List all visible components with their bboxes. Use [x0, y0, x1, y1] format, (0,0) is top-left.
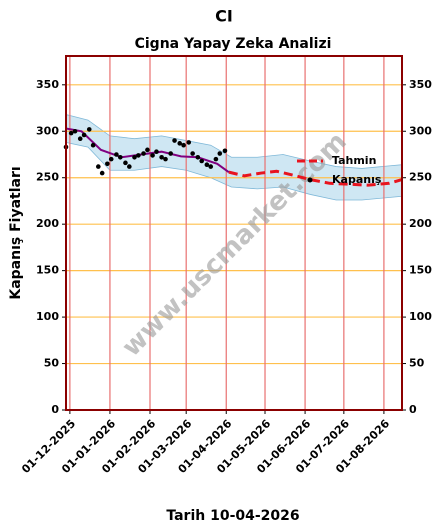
close-point [68, 130, 74, 136]
y-tick-label: 100 [36, 310, 59, 323]
close-point [136, 153, 141, 158]
chart-title: CI [215, 7, 233, 26]
close-point [132, 154, 137, 160]
forecast-line [228, 169, 403, 187]
legend-label: Tahmin [332, 154, 376, 167]
close-point [141, 151, 146, 156]
close-point [105, 161, 110, 167]
close-point [217, 151, 223, 156]
y-tick-label: 350 [36, 78, 59, 91]
close-point [195, 154, 201, 160]
close-point [72, 128, 78, 134]
y-tick-label: 50 [44, 357, 60, 370]
close-point [163, 156, 168, 162]
close-point [154, 149, 159, 155]
close-point [190, 151, 195, 156]
y2-tick-label: 150 [409, 264, 432, 277]
close-point [81, 132, 87, 138]
plot-frame [65, 55, 403, 411]
y-tick-label: 250 [36, 171, 59, 184]
close-point [86, 127, 92, 132]
close-point [150, 153, 155, 158]
close-point [208, 164, 214, 169]
close-point [117, 154, 123, 160]
close-point [77, 136, 83, 141]
close-point [222, 148, 228, 154]
y-tick-label: 200 [36, 217, 59, 230]
close-point [186, 140, 192, 145]
legend-label: Kapanış [332, 173, 382, 186]
close-point [114, 152, 119, 157]
close-point [96, 164, 101, 169]
close-point [108, 156, 114, 162]
close-point [172, 138, 177, 143]
close-point [204, 162, 210, 168]
y2-tick-label: 50 [409, 357, 425, 370]
close-point [181, 142, 186, 148]
close-point [168, 151, 173, 156]
close-point [159, 154, 164, 160]
y2-tick-label: 350 [409, 78, 432, 91]
close-point [213, 156, 219, 162]
y2-tick-label: 100 [409, 310, 432, 323]
y-tick-label: 150 [36, 264, 59, 277]
y2-tick-label: 250 [409, 171, 432, 184]
y2-tick-label: 0 [409, 403, 417, 416]
x-axis-label: Tarih 10-04-2026 [166, 508, 299, 524]
y-axis-label: Kapanış Fiyatları [8, 166, 24, 299]
trend-line [65, 127, 230, 173]
close-point [127, 164, 132, 169]
legend-marker [307, 177, 313, 183]
close-point [99, 170, 105, 176]
y-tick-label: 300 [36, 124, 59, 137]
chart-subtitle: Cigna Yapay Zeka Analizi [135, 36, 332, 52]
close-point [199, 158, 204, 164]
y2-tick-label: 300 [409, 124, 432, 137]
y-tick-label: 0 [51, 403, 59, 416]
y2-tick-label: 200 [409, 217, 432, 230]
close-point [90, 142, 96, 148]
close-point [145, 147, 150, 153]
close-point [177, 141, 183, 146]
close-point [123, 160, 128, 166]
